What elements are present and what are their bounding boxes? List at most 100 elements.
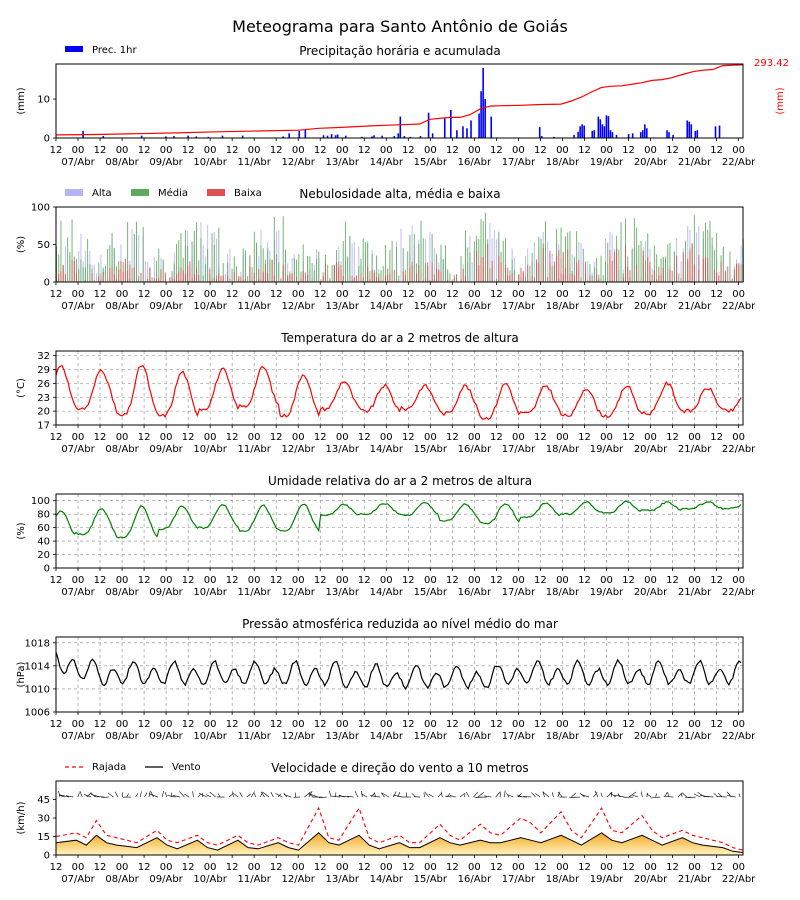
x-day-label: 16/Abr bbox=[458, 444, 492, 455]
precip-bar bbox=[627, 134, 630, 138]
wind-arrow bbox=[600, 792, 603, 798]
cloud-mid-bar bbox=[656, 254, 658, 282]
x-hour-label: 12 bbox=[622, 289, 635, 300]
cloud-low-bar bbox=[447, 280, 449, 282]
cloud-mid-bar bbox=[244, 250, 246, 282]
cloud-mid-bar bbox=[316, 259, 318, 282]
cloud-mid-bar bbox=[296, 259, 298, 282]
wind-arrow bbox=[693, 793, 701, 798]
cloud-mid-bar bbox=[376, 255, 378, 282]
cloud-low-bar bbox=[738, 263, 740, 282]
cloud-mid-bar bbox=[233, 256, 235, 282]
x-hour-label: 12 bbox=[226, 719, 239, 730]
cloud-mid-bar bbox=[138, 275, 140, 282]
precip-bar bbox=[403, 136, 406, 138]
cloud-low-bar bbox=[122, 271, 124, 282]
x-hour-label: 00 bbox=[468, 862, 481, 873]
cloud-high-bar bbox=[229, 248, 231, 282]
precip-bar bbox=[304, 129, 307, 138]
precip-bar bbox=[336, 134, 339, 138]
wind-arrow bbox=[571, 792, 577, 798]
wind-arrow bbox=[167, 795, 176, 798]
wind-arrow bbox=[667, 792, 670, 798]
cloud-mid-bar bbox=[311, 263, 313, 282]
precip-bar bbox=[419, 136, 422, 138]
cloud-mid-bar bbox=[384, 244, 386, 282]
x-day-label: 12/Abr bbox=[282, 444, 316, 455]
x-day-label: 11/Abr bbox=[237, 731, 271, 742]
x-hour-label: 12 bbox=[94, 862, 107, 873]
x-hour-label: 12 bbox=[270, 145, 283, 156]
cloud-mid-bar bbox=[665, 256, 667, 282]
plot-frame bbox=[55, 206, 744, 283]
cloud-low-bar bbox=[64, 273, 66, 282]
wind-arrow bbox=[77, 792, 80, 798]
y-tick-label: 40 bbox=[37, 537, 50, 548]
cloud-mid-bar bbox=[640, 240, 642, 282]
x-hour-label: 00 bbox=[600, 719, 613, 730]
cloud-low-bar bbox=[522, 272, 524, 282]
cloud-mid-bar bbox=[89, 264, 91, 282]
x-hour-label: 00 bbox=[72, 145, 85, 156]
x-hour-label: 12 bbox=[358, 289, 371, 300]
wind-arrow bbox=[232, 791, 234, 798]
x-day-label: 07/Abr bbox=[61, 731, 95, 742]
cloud-high-bar bbox=[489, 223, 491, 282]
cloud-low-bar bbox=[187, 266, 189, 282]
y-axis-label: (mm) bbox=[16, 87, 27, 114]
cloud-low-bar bbox=[342, 276, 344, 282]
cloud-mid-bar bbox=[582, 248, 584, 282]
x-day-label: 09/Abr bbox=[149, 874, 183, 885]
x-hour-label: 12 bbox=[446, 145, 459, 156]
precip-bar bbox=[690, 124, 693, 138]
cloud-high-bar bbox=[740, 245, 742, 282]
cloud-low-bar bbox=[578, 259, 580, 282]
y-tick-label: 100 bbox=[31, 496, 50, 507]
x-day-label: 15/Abr bbox=[414, 587, 448, 598]
wind-arrow bbox=[206, 794, 212, 798]
wind-arrow bbox=[270, 791, 274, 798]
x-day-label: 16/Abr bbox=[458, 731, 492, 742]
cloud-low-bar bbox=[462, 268, 464, 282]
cloud-low-bar bbox=[242, 279, 244, 282]
precip-bar bbox=[361, 136, 363, 138]
cloud-low-bar bbox=[333, 264, 335, 282]
cloud-low-bar bbox=[322, 276, 324, 282]
cloud-low-bar bbox=[527, 264, 529, 282]
cloud-mid-bar bbox=[533, 277, 535, 282]
cloud-mid-bar bbox=[60, 220, 62, 282]
wind-arrow bbox=[135, 793, 139, 798]
x-hour-label: 12 bbox=[534, 575, 547, 586]
cloud-mid-bar bbox=[93, 280, 95, 282]
cloud-mid-bar bbox=[556, 228, 558, 282]
x-day-label: 13/Abr bbox=[326, 731, 360, 742]
cloud-low-bar bbox=[384, 275, 386, 282]
x-hour-label: 00 bbox=[688, 289, 701, 300]
x-hour-label: 00 bbox=[732, 432, 745, 443]
x-hour-label: 12 bbox=[94, 289, 107, 300]
x-day-label: 09/Abr bbox=[149, 301, 183, 312]
cloud-low-bar bbox=[184, 274, 186, 282]
cloud-mid-bar bbox=[482, 221, 484, 282]
cloud-low-bar bbox=[258, 269, 260, 282]
precip-bar bbox=[409, 136, 412, 138]
x-day-label: 15/Abr bbox=[414, 731, 448, 742]
cloud-low-bar bbox=[169, 277, 171, 282]
wind-arrow bbox=[680, 793, 683, 798]
x-hour-label: 12 bbox=[138, 862, 151, 873]
cloud-low-bar bbox=[389, 273, 391, 282]
cloud-low-bar bbox=[178, 272, 180, 282]
cloud-low-bar bbox=[433, 279, 435, 282]
cloud-mid-bar bbox=[669, 242, 671, 282]
x-day-label: 20/Abr bbox=[634, 587, 668, 598]
y-tick-label: 50 bbox=[37, 240, 50, 251]
x-hour-label: 00 bbox=[732, 862, 745, 873]
precip-bar bbox=[646, 128, 648, 138]
cloud-mid-bar bbox=[162, 259, 164, 282]
wind-arrow bbox=[531, 792, 536, 798]
x-hour-label: 00 bbox=[600, 289, 613, 300]
cloud-mid-bar bbox=[722, 246, 724, 282]
x-hour-label: 00 bbox=[336, 432, 349, 443]
x-hour-label: 12 bbox=[358, 575, 371, 586]
x-hour-label: 12 bbox=[578, 862, 591, 873]
